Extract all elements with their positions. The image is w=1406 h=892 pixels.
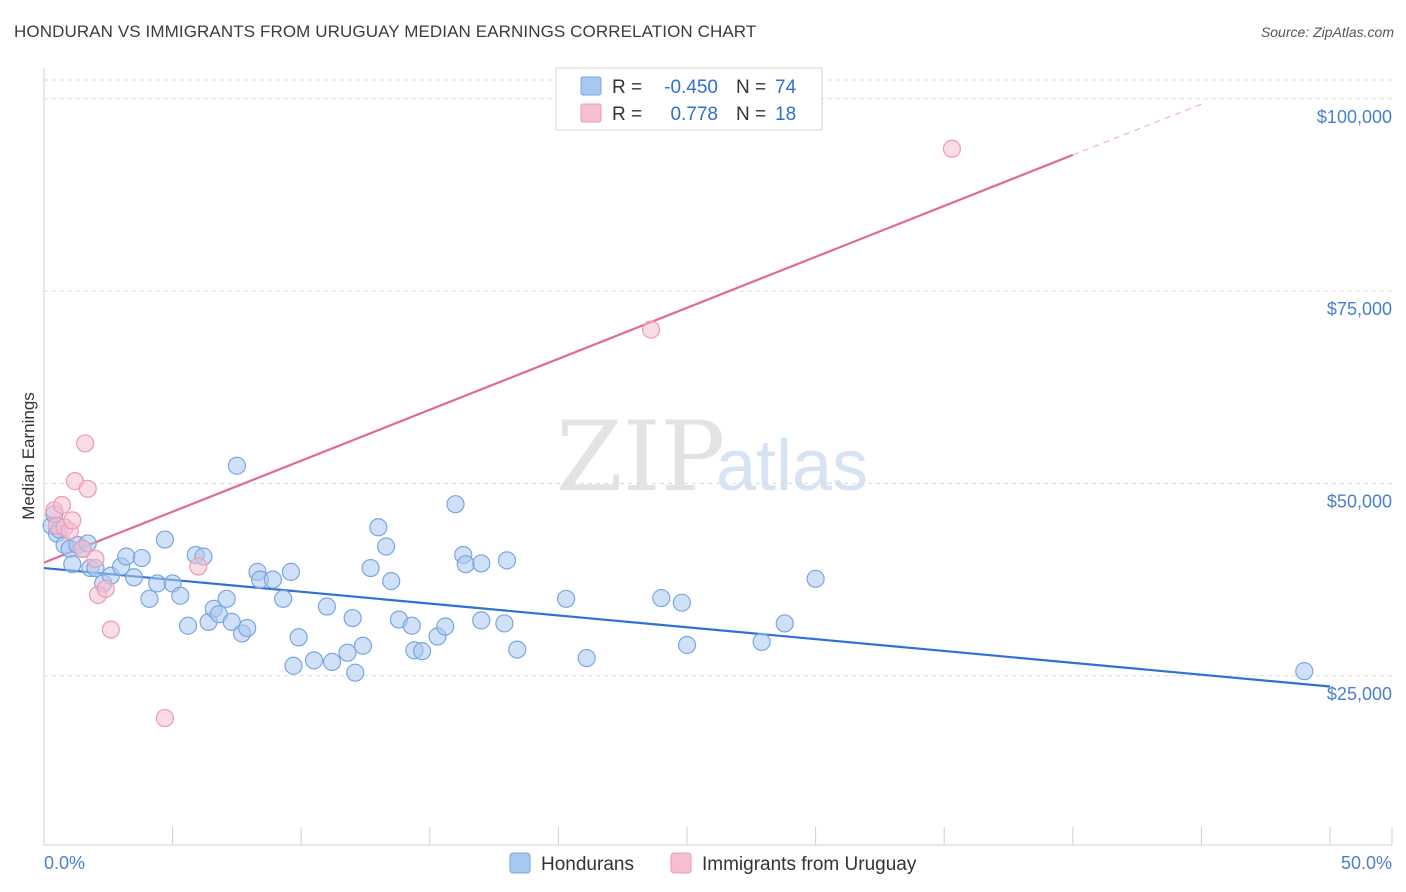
- axes: [43, 68, 1392, 846]
- uruguay-point: [73, 539, 92, 558]
- honduran-point: [412, 642, 432, 661]
- legend-n-value-1: 74: [775, 77, 797, 98]
- honduran-point: [132, 548, 151, 568]
- honduran-point: [263, 570, 283, 589]
- honduran-point: [456, 555, 475, 574]
- source-label: Source: ZipAtlas.com: [1260, 24, 1394, 40]
- uruguay-point: [101, 620, 120, 639]
- x-tick-label-max: 50.0%: [1341, 853, 1392, 873]
- honduran-point: [338, 643, 357, 662]
- honduran-point: [148, 574, 167, 593]
- honduran-point: [382, 572, 401, 591]
- honduran-point: [217, 589, 236, 608]
- y-tick-label: $25,000: [1327, 684, 1392, 704]
- honduran-point: [557, 589, 576, 608]
- y-tick-label: $50,000: [1327, 491, 1392, 511]
- y-tick-labels: $25,000 $50,000 $75,000 $100,000: [1317, 107, 1392, 704]
- uruguay-point: [155, 708, 174, 728]
- series-legend: Hondurans Immigrants from Uruguay: [509, 852, 917, 875]
- honduran-point: [402, 616, 421, 635]
- uruguay-point: [78, 479, 97, 498]
- uruguay-point: [76, 434, 95, 453]
- legend-r-value-1: -0.450: [664, 77, 718, 98]
- legend-n-value-2: 18: [775, 104, 796, 125]
- uruguay-trend-extension: [1072, 103, 1202, 156]
- honduran-point: [376, 537, 396, 556]
- honduran-point: [140, 589, 159, 608]
- honduran-point: [178, 616, 198, 635]
- watermark-atlas: atlas: [716, 426, 868, 506]
- honduran-point: [677, 635, 697, 655]
- honduran-point: [281, 562, 301, 581]
- honduran-point: [117, 547, 136, 566]
- honduran-point: [155, 530, 174, 549]
- chart-title: HONDURAN VS IMMIGRANTS FROM URUGUAY MEDI…: [14, 22, 757, 41]
- legend-r-value-2: 0.778: [670, 104, 718, 125]
- legend-swatch-hondurans: [580, 76, 602, 96]
- watermark-zip: ZIP: [556, 401, 725, 513]
- honduran-point: [361, 558, 380, 578]
- legend-r-label-1: R =: [612, 77, 642, 98]
- legend-swatch-hondurans-bottom: [509, 852, 531, 874]
- honduran-point: [63, 555, 82, 574]
- correlation-legend: R = -0.450 N = 74 R = 0.778 N = 18: [555, 67, 823, 131]
- honduran-point: [274, 589, 293, 608]
- legend-swatch-uruguay: [580, 103, 602, 123]
- legend-n-label-1: N =: [736, 77, 766, 98]
- honduran-point: [346, 663, 365, 682]
- uruguay-point: [63, 511, 82, 530]
- y-axis-title: Median Earnings: [19, 392, 38, 520]
- uruguay-point: [189, 557, 208, 576]
- honduran-point: [652, 588, 671, 608]
- honduran-point: [238, 618, 257, 638]
- honduran-point: [317, 597, 337, 616]
- honduran-point: [806, 569, 825, 588]
- uruguay-point: [52, 495, 72, 515]
- legend-label-hondurans: Hondurans: [541, 854, 634, 875]
- honduran-point: [446, 495, 465, 514]
- honduran-point: [284, 656, 303, 675]
- legend-n-label-2: N =: [736, 104, 766, 125]
- honduran-point: [304, 651, 324, 670]
- y-tick-label: $75,000: [1327, 299, 1392, 319]
- x-tick-label-min: 0.0%: [44, 853, 85, 873]
- honduran-point: [436, 617, 455, 636]
- honduran-point: [775, 614, 794, 633]
- honduran-point: [353, 636, 373, 655]
- legend-label-uruguay: Immigrants from Uruguay: [702, 854, 917, 875]
- legend-r-label-2: R =: [612, 104, 642, 125]
- y-tick-label: $100,000: [1317, 107, 1392, 127]
- honduran-point: [369, 518, 388, 537]
- honduran-point: [289, 628, 308, 647]
- uruguay-trend-line: [43, 153, 1074, 564]
- honduran-point: [495, 614, 514, 633]
- uruguay-point: [96, 579, 115, 598]
- legend-swatch-uruguay-bottom: [670, 852, 692, 874]
- uruguay-point: [86, 549, 105, 568]
- honduran-point: [1295, 662, 1314, 681]
- honduran-point: [227, 456, 246, 475]
- honduran-point: [124, 568, 144, 587]
- honduran-point: [322, 652, 342, 672]
- honduran-point: [577, 648, 596, 668]
- x-ticks: [43, 827, 1393, 845]
- honduran-point: [672, 593, 691, 612]
- honduran-point: [171, 586, 190, 605]
- uruguay-point: [641, 320, 661, 339]
- honduran-point: [508, 640, 527, 659]
- data-points: [42, 139, 1314, 728]
- uruguay-point: [942, 139, 962, 158]
- honduran-point: [472, 554, 491, 573]
- honduran-point: [497, 551, 517, 570]
- honduran-point: [472, 611, 491, 630]
- honduran-point: [752, 632, 771, 652]
- honduran-point: [222, 612, 241, 632]
- honduran-point: [343, 608, 362, 628]
